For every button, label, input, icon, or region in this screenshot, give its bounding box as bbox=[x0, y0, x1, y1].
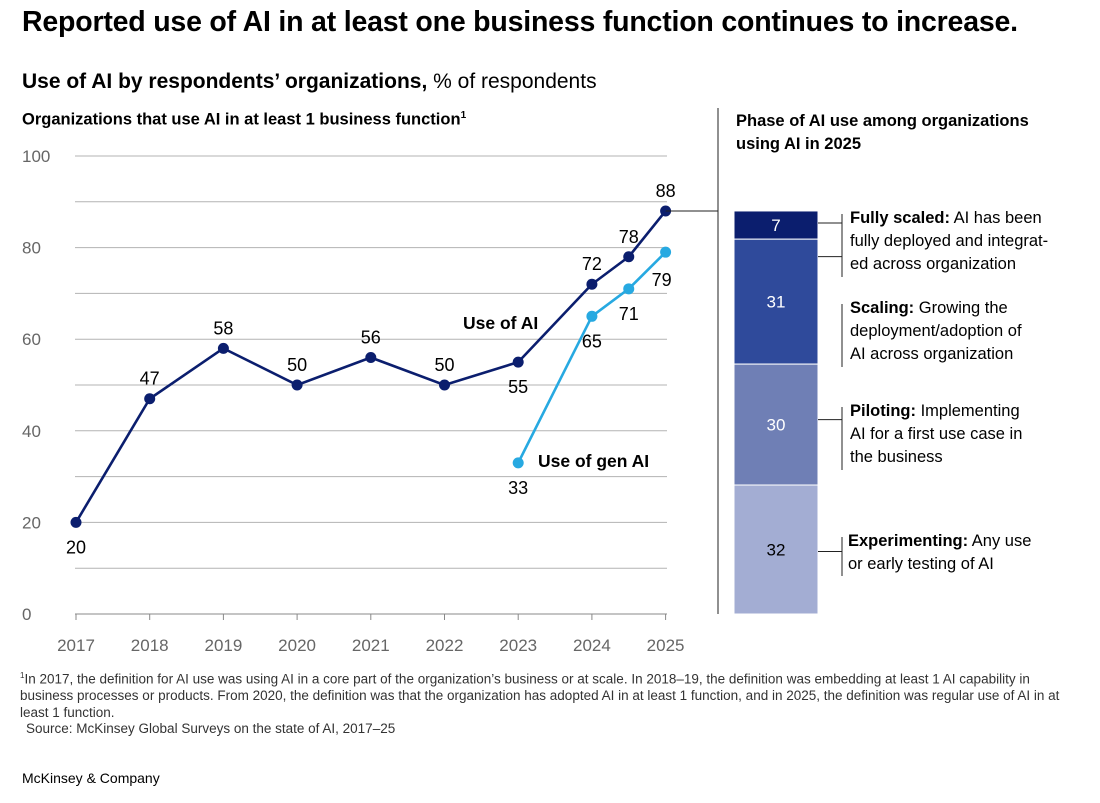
phase-label: Scaling: Growing the deployment/adoption … bbox=[850, 297, 1070, 366]
series-label-ai: Use of AI bbox=[463, 313, 538, 333]
source-note: Source: McKinsey Global Surveys on the s… bbox=[26, 721, 396, 736]
ai-use-point bbox=[439, 379, 450, 391]
ai-use-value-label: 47 bbox=[140, 369, 160, 389]
y-tick-label: 40 bbox=[22, 422, 41, 441]
phase-description-line: AI has been bbox=[949, 209, 1042, 227]
bar-segment-value: 7 bbox=[771, 216, 780, 235]
genai-use-value-label: 79 bbox=[652, 270, 672, 290]
left-heading-footnote-marker: 1 bbox=[460, 110, 467, 121]
ai-use-value-label: 20 bbox=[66, 537, 86, 557]
phase-label: Piloting: Implementing AI for a first use… bbox=[850, 400, 1070, 469]
left-panel-heading: Organizations that use AI in at least 1 … bbox=[22, 110, 466, 130]
footnote: 1In 2017, the definition for AI use was … bbox=[20, 668, 1060, 738]
x-tick-label: 2020 bbox=[278, 636, 316, 655]
left-heading-text: Organizations that use AI in at least 1 … bbox=[22, 110, 461, 129]
right-panel-heading: Phase of AI use among organizations usin… bbox=[736, 112, 1029, 153]
chart-subtitle: Use of AI by respondents’ organizations,… bbox=[22, 70, 597, 94]
genai-use-value-label: 71 bbox=[619, 304, 639, 324]
phase-description-line: AI for a first use case in bbox=[850, 425, 1023, 443]
ai-use-value-label: 88 bbox=[656, 181, 676, 201]
phase-description-line: ed across organization bbox=[850, 255, 1017, 273]
phase-name: Piloting: bbox=[850, 402, 916, 420]
phase-description-line: or early testing of AI bbox=[848, 555, 994, 573]
genai-use-line bbox=[517, 251, 667, 464]
genai-use-point bbox=[586, 310, 598, 322]
phase-label: Experimenting: Any use or early testing o… bbox=[848, 530, 1068, 576]
x-tick-label: 2017 bbox=[57, 636, 95, 655]
footnote-text: In 2017, the definition for AI use was u… bbox=[20, 671, 1060, 720]
phase-name: Fully scaled: bbox=[850, 209, 950, 227]
y-tick-label: 80 bbox=[22, 239, 41, 258]
ai-use-point bbox=[144, 393, 156, 405]
genai-use-point bbox=[660, 246, 672, 258]
phase-description-line: the business bbox=[850, 448, 943, 466]
ai-use-point bbox=[217, 342, 229, 354]
y-tick-label: 20 bbox=[22, 513, 41, 532]
bar-segment bbox=[733, 484, 819, 615]
bar-segment bbox=[733, 238, 819, 365]
phase-description-line: Any use bbox=[968, 532, 1032, 550]
ai-use-value-label: 72 bbox=[582, 254, 602, 274]
ai-use-point bbox=[586, 278, 598, 290]
phase-name: Experimenting: bbox=[848, 532, 969, 550]
ai-use-point bbox=[623, 251, 635, 263]
series-label-genai: Use of gen AI bbox=[538, 451, 649, 471]
ai-use-value-label: 55 bbox=[508, 377, 528, 397]
x-tick-label: 2023 bbox=[499, 636, 537, 655]
x-tick-label: 2025 bbox=[647, 636, 685, 655]
x-tick-label: 2019 bbox=[204, 636, 242, 655]
ai-use-value-label: 58 bbox=[213, 318, 233, 338]
bar-segment-value: 31 bbox=[767, 293, 786, 312]
phase-description-line: AI across organization bbox=[850, 345, 1014, 363]
bar-segment bbox=[733, 210, 819, 240]
genai-use-point bbox=[512, 457, 524, 469]
y-tick-label: 60 bbox=[22, 330, 41, 349]
genai-use-value-label: 33 bbox=[508, 478, 528, 498]
x-tick-label: 2018 bbox=[131, 636, 169, 655]
ai-use-value-label: 78 bbox=[619, 227, 639, 247]
genai-use-value-label: 65 bbox=[582, 331, 602, 351]
phase-name: Scaling: bbox=[850, 299, 915, 317]
subtitle-unit: % of respondents bbox=[427, 70, 597, 93]
ai-use-point bbox=[291, 379, 303, 391]
subtitle-bold: Use of AI by respondents’ organizations, bbox=[22, 70, 428, 93]
ai-use-point bbox=[70, 516, 82, 528]
phase-description-line: fully deployed and integrat- bbox=[850, 232, 1049, 250]
phase-description-line: deployment/adoption of bbox=[850, 322, 1022, 340]
ai-use-point bbox=[512, 356, 524, 368]
chart-title: Reported use of AI in at least one busin… bbox=[22, 6, 1018, 38]
ai-use-value-label: 56 bbox=[361, 328, 381, 348]
brand-name: McKinsey & Company bbox=[22, 770, 160, 786]
phase-description-line: Implementing bbox=[915, 402, 1020, 420]
y-tick-label: 100 bbox=[22, 147, 50, 166]
y-tick-label: 0 bbox=[22, 605, 31, 624]
ai-use-value-label: 50 bbox=[434, 355, 454, 375]
x-tick-label: 2021 bbox=[352, 636, 390, 655]
x-tick-label: 2022 bbox=[426, 636, 464, 655]
bar-segment-value: 30 bbox=[767, 416, 786, 435]
x-tick-label: 2024 bbox=[573, 636, 611, 655]
ai-use-value-label: 50 bbox=[287, 355, 307, 375]
phase-description-line: Growing the bbox=[914, 299, 1008, 317]
bar-segment-value: 32 bbox=[767, 541, 786, 560]
phase-label: Fully scaled: AI has been fully deployed … bbox=[850, 207, 1070, 276]
ai-use-line bbox=[74, 210, 667, 524]
footnote-marker: 1 bbox=[20, 671, 25, 680]
genai-use-point bbox=[623, 283, 635, 295]
ai-use-point bbox=[365, 352, 377, 364]
bar-segment bbox=[733, 363, 819, 486]
